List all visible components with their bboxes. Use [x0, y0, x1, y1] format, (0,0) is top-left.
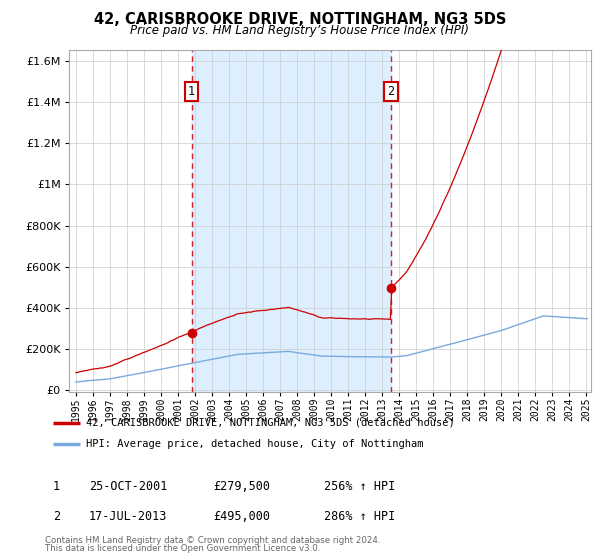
- Text: This data is licensed under the Open Government Licence v3.0.: This data is licensed under the Open Gov…: [45, 544, 320, 553]
- Text: 1: 1: [188, 85, 195, 98]
- Text: 42, CARISBROOKE DRIVE, NOTTINGHAM, NG3 5DS (detached house): 42, CARISBROOKE DRIVE, NOTTINGHAM, NG3 5…: [86, 418, 454, 428]
- Text: 17-JUL-2013: 17-JUL-2013: [89, 510, 167, 524]
- Text: 256% ↑ HPI: 256% ↑ HPI: [324, 479, 395, 493]
- Bar: [191, 50, 391, 392]
- Text: HPI: Average price, detached house, City of Nottingham: HPI: Average price, detached house, City…: [86, 439, 423, 449]
- Text: 25-OCT-2001: 25-OCT-2001: [89, 479, 167, 493]
- Text: £495,000: £495,000: [213, 510, 270, 524]
- Text: Contains HM Land Registry data © Crown copyright and database right 2024.: Contains HM Land Registry data © Crown c…: [45, 536, 380, 545]
- Text: 1: 1: [53, 479, 60, 493]
- Text: 42, CARISBROOKE DRIVE, NOTTINGHAM, NG3 5DS: 42, CARISBROOKE DRIVE, NOTTINGHAM, NG3 5…: [94, 12, 506, 27]
- Text: 2: 2: [53, 510, 60, 524]
- Text: 2: 2: [388, 85, 395, 98]
- Text: Price paid vs. HM Land Registry’s House Price Index (HPI): Price paid vs. HM Land Registry’s House …: [131, 24, 470, 37]
- Text: 286% ↑ HPI: 286% ↑ HPI: [324, 510, 395, 524]
- Text: £279,500: £279,500: [213, 479, 270, 493]
